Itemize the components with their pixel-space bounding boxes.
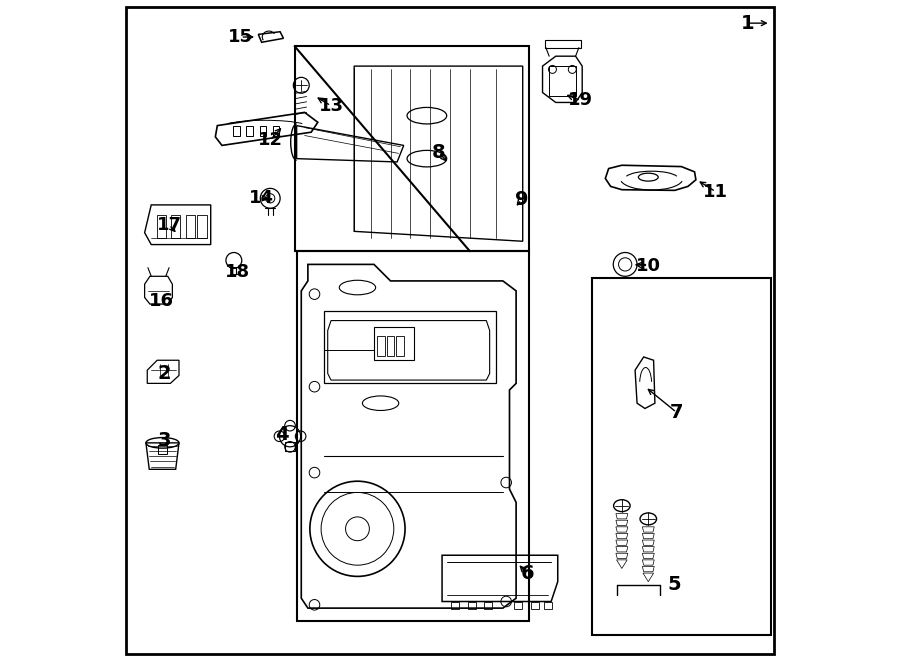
- Bar: [484, 602, 492, 609]
- Bar: [171, 215, 180, 238]
- Text: 9: 9: [515, 190, 528, 209]
- Text: 19: 19: [569, 91, 593, 110]
- Bar: [397, 336, 404, 356]
- Text: 7: 7: [670, 403, 683, 422]
- Text: 12: 12: [257, 131, 283, 149]
- Bar: [531, 602, 538, 609]
- Text: 2: 2: [158, 364, 171, 383]
- Bar: [247, 126, 253, 136]
- Bar: [451, 602, 459, 609]
- Text: 6: 6: [520, 564, 534, 583]
- Bar: [259, 126, 266, 136]
- Text: 18: 18: [225, 263, 249, 282]
- Bar: [544, 602, 552, 609]
- Bar: [376, 336, 384, 356]
- Text: 11: 11: [703, 182, 728, 201]
- Text: 13: 13: [319, 97, 344, 115]
- Bar: [197, 215, 207, 238]
- Bar: [514, 602, 522, 609]
- Text: 16: 16: [148, 292, 174, 310]
- Bar: [544, 40, 580, 48]
- Bar: [549, 66, 576, 96]
- Text: 14: 14: [249, 189, 274, 208]
- Bar: [273, 126, 280, 136]
- Bar: [468, 602, 476, 609]
- Text: 4: 4: [274, 426, 288, 444]
- Bar: [386, 336, 394, 356]
- Text: 1: 1: [741, 14, 754, 32]
- Bar: [233, 126, 239, 136]
- Text: 8: 8: [432, 143, 446, 161]
- Bar: [158, 445, 167, 454]
- Bar: [284, 442, 295, 451]
- Text: 15: 15: [228, 28, 253, 46]
- Text: 5: 5: [668, 576, 681, 594]
- Text: 10: 10: [635, 256, 661, 275]
- Bar: [592, 278, 770, 635]
- Bar: [185, 215, 195, 238]
- Bar: [157, 215, 166, 238]
- Text: 3: 3: [158, 432, 171, 450]
- Text: 17: 17: [157, 215, 182, 234]
